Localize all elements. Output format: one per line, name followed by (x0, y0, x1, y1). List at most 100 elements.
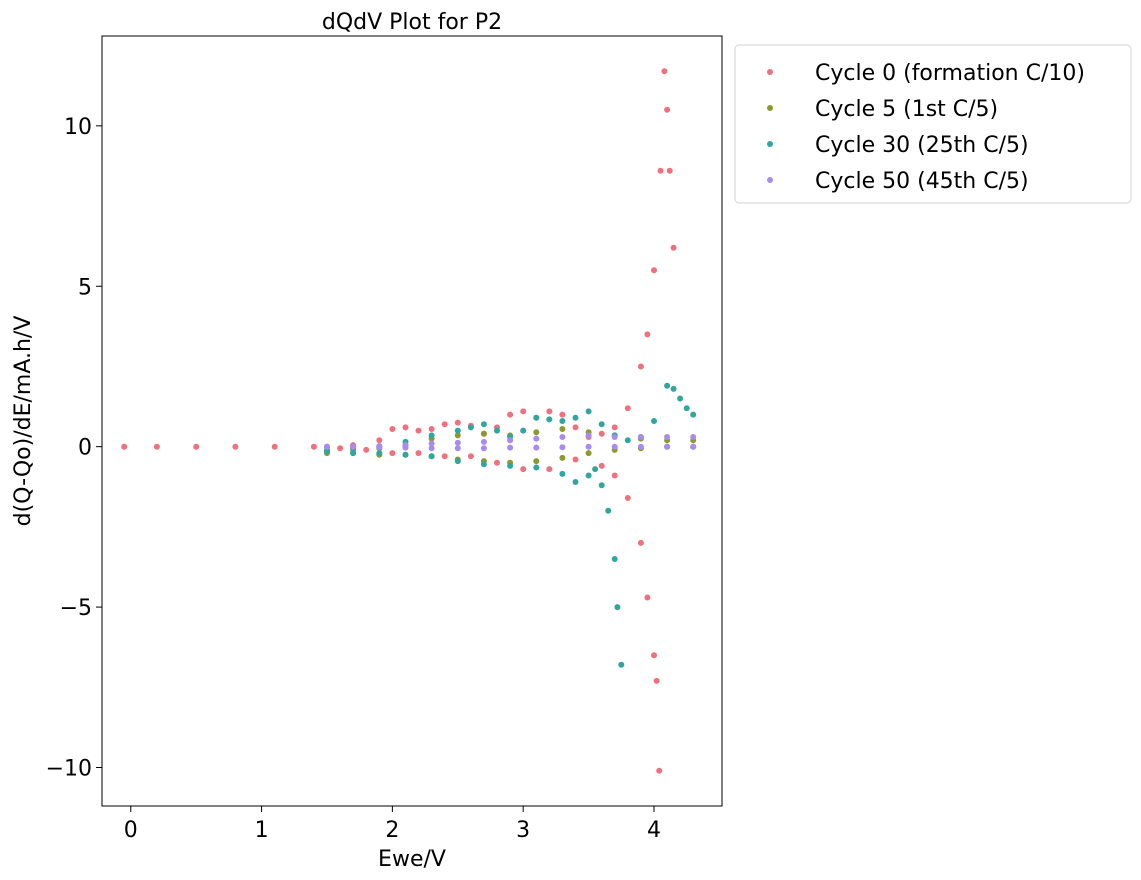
data-point (428, 432, 435, 439)
data-point (664, 434, 671, 440)
data-point (644, 594, 651, 601)
data-point (585, 432, 592, 439)
data-point (559, 418, 566, 424)
series-3 (324, 432, 697, 452)
data-point (611, 443, 618, 450)
legend-label: Cycle 5 (1st C/5) (815, 97, 998, 122)
data-point (324, 443, 330, 450)
data-point (644, 331, 651, 338)
data-point (559, 411, 566, 418)
data-point (637, 443, 644, 450)
plot-area (102, 36, 722, 806)
data-point (428, 426, 435, 432)
x-axis-ticks: 0 1 2 3 4 (124, 806, 661, 843)
data-point (651, 652, 657, 659)
data-point (624, 405, 631, 412)
data-point (664, 382, 671, 389)
x-tick-label: 1 (255, 818, 269, 843)
data-point (363, 446, 370, 453)
y-tick-label: 10 (64, 115, 92, 140)
legend-label: Cycle 50 (45th C/5) (815, 169, 1029, 194)
data-point (441, 453, 448, 460)
data-point (520, 408, 527, 415)
x-axis-label: Ewe/V (378, 847, 446, 872)
data-point (480, 461, 487, 468)
data-point (376, 444, 383, 451)
data-point (572, 456, 579, 463)
data-point (193, 443, 200, 450)
data-point (546, 416, 553, 423)
data-point (507, 411, 514, 418)
data-point (666, 167, 673, 174)
y-tick-label: −10 (46, 757, 92, 782)
data-point (494, 427, 500, 434)
data-point (232, 443, 239, 450)
data-point (598, 482, 605, 489)
data-point (480, 430, 487, 437)
data-point (533, 444, 540, 451)
data-point (598, 421, 605, 428)
y-tick-label: 0 (78, 436, 92, 461)
data-point (467, 424, 474, 431)
x-tick-label: 2 (385, 818, 399, 843)
data-point (546, 466, 553, 473)
data-point (520, 427, 527, 434)
data-point (585, 450, 592, 457)
data-point (559, 454, 566, 461)
data-point (653, 677, 660, 684)
data-point (337, 445, 344, 452)
data-point (618, 661, 625, 668)
y-axis-label: d(Q-Qo)/dE/mA.h/V (11, 316, 36, 527)
data-point (624, 495, 631, 501)
data-point (415, 450, 422, 457)
data-point (533, 414, 540, 421)
data-point (389, 450, 396, 457)
data-point (454, 439, 461, 446)
data-point (350, 450, 357, 457)
data-point (507, 462, 514, 469)
data-point (402, 451, 409, 458)
data-point (533, 429, 540, 436)
data-point (533, 458, 540, 465)
data-point (520, 466, 527, 473)
data-point (402, 444, 409, 451)
data-point (454, 458, 461, 465)
data-point (677, 395, 684, 402)
data-point (350, 443, 357, 450)
data-point (271, 443, 278, 450)
x-tick-label: 3 (516, 818, 530, 843)
data-point (624, 437, 631, 444)
data-point (480, 445, 487, 452)
data-point (585, 472, 592, 479)
data-point (690, 443, 697, 450)
data-point (657, 167, 664, 174)
data-point (441, 421, 448, 428)
chart-title: dQdV Plot for P2 (322, 10, 502, 35)
data-point (598, 462, 605, 469)
data-point (559, 426, 566, 432)
data-point (651, 267, 657, 274)
data-point (389, 426, 396, 432)
data-point (454, 427, 461, 434)
data-point (428, 440, 435, 447)
data-point (559, 444, 566, 451)
data-point (651, 418, 657, 424)
data-point (507, 444, 514, 451)
data-point (454, 432, 461, 439)
data-point (670, 244, 677, 251)
y-tick-label: 5 (78, 275, 92, 300)
data-point (690, 434, 697, 440)
data-point (533, 464, 540, 471)
data-point (637, 434, 644, 440)
data-point (683, 405, 690, 412)
legend-marker (767, 141, 773, 147)
data-point (454, 445, 461, 452)
data-point (428, 453, 435, 460)
data-point (614, 604, 621, 611)
data-point (454, 419, 461, 426)
data-point (559, 470, 566, 477)
data-point (637, 363, 644, 370)
data-point (494, 459, 500, 466)
legend-items: Cycle 0 (formation C/10) Cycle 5 (1st C/5… (767, 61, 1085, 194)
